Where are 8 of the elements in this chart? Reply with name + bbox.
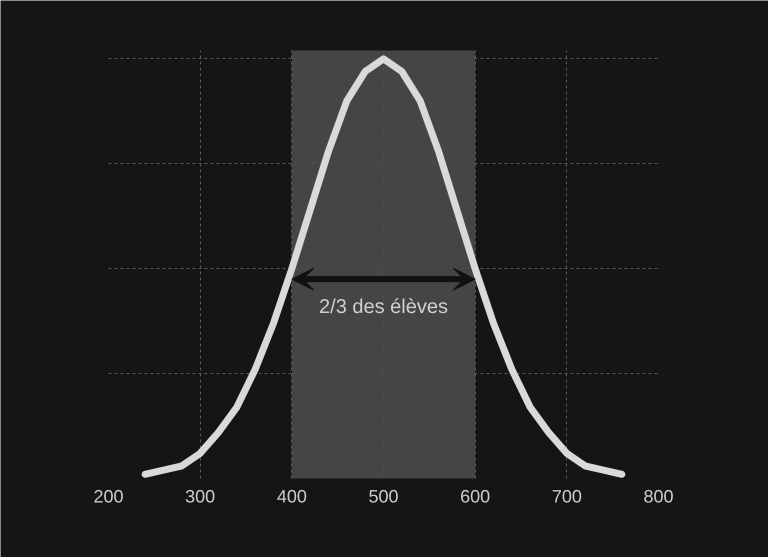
x-tick-label: 600 — [460, 486, 490, 506]
x-tick-label: 200 — [93, 486, 124, 506]
x-tick-label: 400 — [276, 486, 307, 506]
x-tick-label: 700 — [552, 486, 582, 506]
x-tick-label: 500 — [368, 486, 399, 506]
x-tick-label: 300 — [185, 486, 216, 506]
x-tick-label: 800 — [643, 486, 674, 506]
band-label: 2/3 des élèves — [319, 296, 448, 318]
